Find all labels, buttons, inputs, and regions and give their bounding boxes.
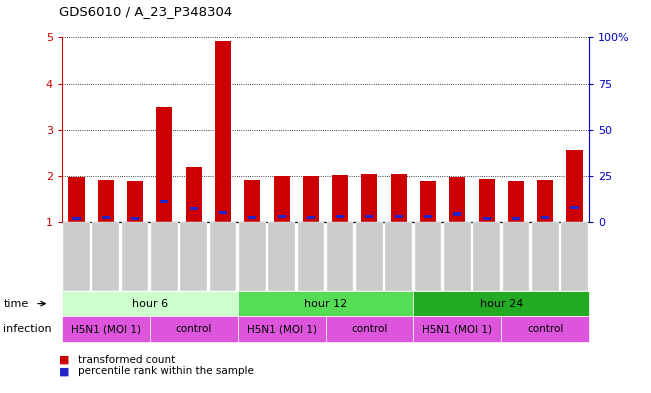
Bar — [307, 216, 315, 219]
Bar — [336, 215, 344, 219]
Text: H5N1 (MOI 1): H5N1 (MOI 1) — [422, 324, 492, 334]
Bar — [453, 212, 462, 216]
Bar — [248, 216, 256, 219]
Bar — [365, 215, 374, 218]
Bar — [541, 216, 549, 219]
Bar — [303, 176, 319, 222]
Bar — [424, 215, 432, 219]
Bar — [160, 200, 169, 203]
Text: H5N1 (MOI 1): H5N1 (MOI 1) — [71, 324, 141, 334]
Bar — [420, 182, 436, 222]
Bar — [131, 217, 139, 220]
Bar — [102, 216, 110, 219]
Bar — [277, 215, 286, 219]
Bar — [478, 179, 495, 222]
Bar — [566, 151, 583, 222]
Text: GDS6010 / A_23_P348304: GDS6010 / A_23_P348304 — [59, 5, 232, 18]
Text: infection: infection — [3, 324, 52, 334]
Text: control: control — [352, 324, 387, 334]
Bar — [127, 182, 143, 222]
Bar — [508, 182, 524, 222]
Bar — [189, 207, 198, 210]
Bar — [219, 211, 227, 214]
Bar — [273, 176, 290, 222]
Text: hour 24: hour 24 — [480, 299, 523, 309]
Text: control: control — [176, 324, 212, 334]
Text: transformed count: transformed count — [78, 354, 175, 365]
Bar — [98, 180, 114, 222]
Bar — [68, 177, 85, 222]
Text: hour 12: hour 12 — [304, 299, 347, 309]
Bar — [449, 177, 465, 222]
Bar — [570, 206, 579, 209]
Bar — [512, 217, 520, 220]
Text: ■: ■ — [59, 366, 69, 376]
Bar — [156, 107, 173, 222]
Bar — [186, 167, 202, 222]
Bar — [72, 217, 81, 220]
Text: control: control — [527, 324, 563, 334]
Text: H5N1 (MOI 1): H5N1 (MOI 1) — [247, 324, 316, 334]
Bar — [537, 180, 553, 222]
Bar — [482, 217, 491, 220]
Bar — [332, 175, 348, 222]
Text: hour 6: hour 6 — [132, 299, 168, 309]
Text: time: time — [3, 299, 29, 309]
Bar — [391, 174, 407, 222]
Text: ■: ■ — [59, 354, 69, 365]
Text: percentile rank within the sample: percentile rank within the sample — [78, 366, 254, 376]
Bar — [244, 180, 260, 222]
Bar — [395, 215, 403, 219]
Bar — [215, 41, 231, 222]
Bar — [361, 174, 378, 222]
